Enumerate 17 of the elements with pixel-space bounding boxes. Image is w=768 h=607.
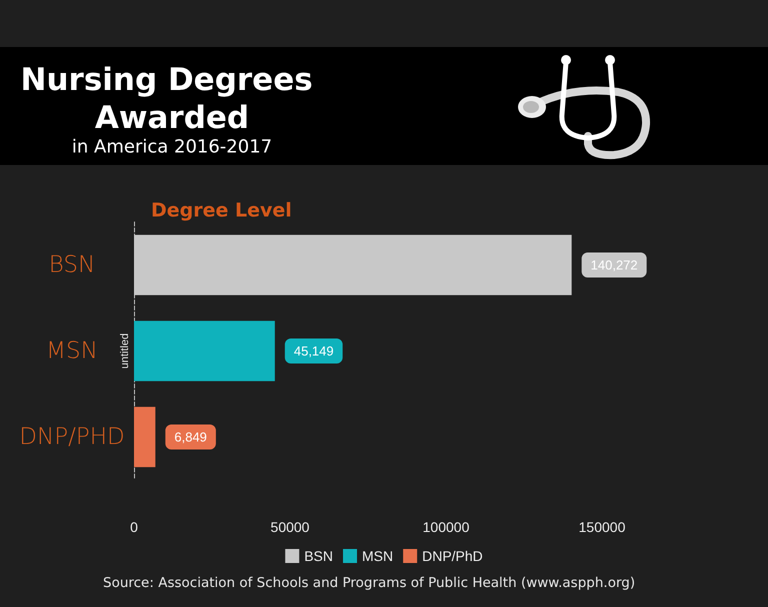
y-tick-label: DNP/PHD (19, 424, 125, 450)
chart-title: Nursing Degrees Awarded (20, 62, 324, 136)
y-tick-label: BSN (48, 252, 96, 278)
legend-label: MSN (362, 548, 394, 564)
x-tick-label: 150000 (578, 519, 626, 535)
legend-label: DNP/PhD (422, 548, 483, 564)
x-tick-label: 100000 (422, 519, 470, 535)
x-tick-label: 0 (130, 519, 138, 535)
y-axis-title: untitled (119, 333, 131, 369)
data-label: 6,849 (174, 430, 207, 444)
legend-label: BSN (304, 548, 334, 564)
y-tick-label: MSN (46, 338, 98, 364)
data-label: 45,149 (294, 344, 334, 358)
chart-subtitle: in America 2016-2017 (72, 136, 272, 158)
source-note: Source: Association of Schools and Programs of Public Health (www.aspph.org) (103, 575, 636, 591)
text: Degree Level (151, 200, 292, 222)
x-tick-label: 50000 (270, 519, 310, 535)
